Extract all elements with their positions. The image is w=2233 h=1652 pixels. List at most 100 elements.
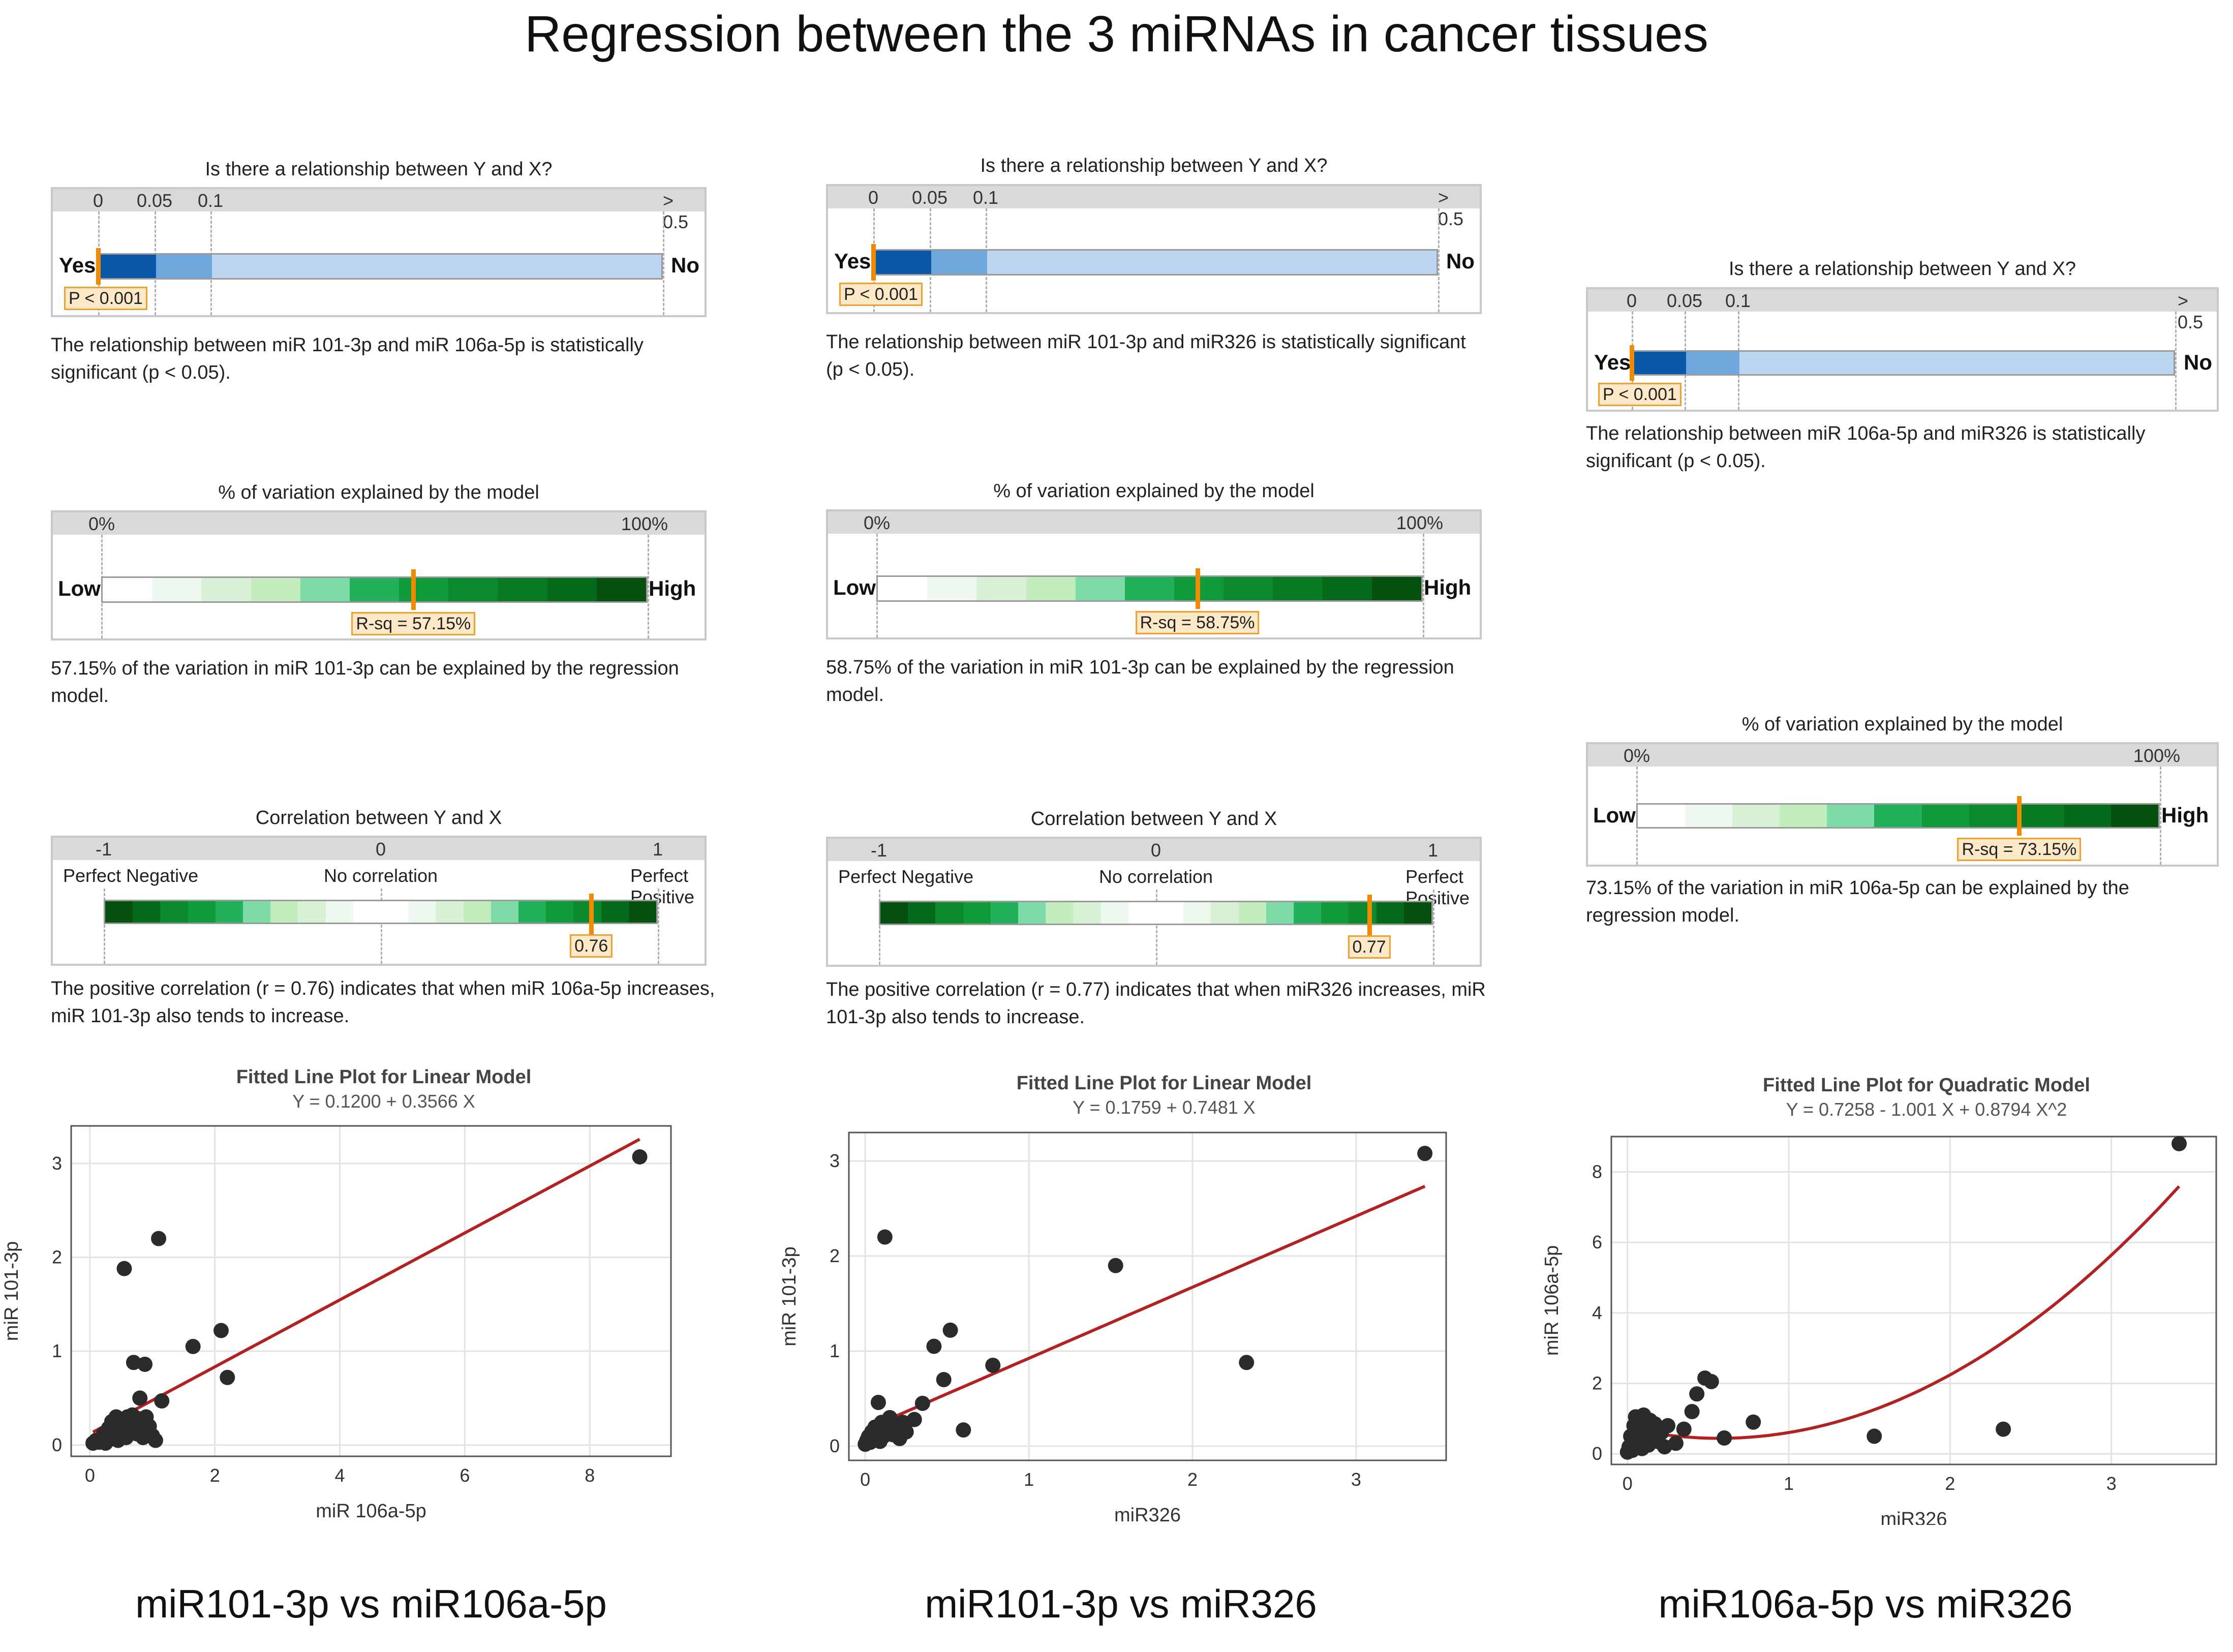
dash <box>104 889 105 964</box>
gradient-segment <box>1046 902 1075 924</box>
data-point <box>1689 1386 1705 1402</box>
no-label: No <box>671 253 699 277</box>
data-point <box>1676 1421 1692 1437</box>
corr-tag: 0.76 <box>570 934 613 958</box>
p-marker <box>1630 345 1634 381</box>
dash <box>1423 534 1424 637</box>
gradient-segment <box>963 902 992 924</box>
gradient-segment <box>1376 902 1405 924</box>
fitted-line-plot: 0 1 2 3 0 1 2 3 miR326 miR 101-3p <box>779 1131 1447 1525</box>
gradient-segment <box>448 578 499 601</box>
gradient-segment <box>601 901 630 923</box>
gradient-segment <box>546 901 575 923</box>
gradient-segment <box>325 901 354 923</box>
dash <box>1433 890 1434 965</box>
gradient-segment <box>2063 805 2112 827</box>
y-tick-label: 1 <box>52 1340 62 1361</box>
corr-marker <box>589 894 594 934</box>
main-title: Regression between the 3 miRNAs in cance… <box>525 6 1708 63</box>
y-tick-label: 2 <box>52 1247 62 1268</box>
low-label: Low <box>58 576 101 600</box>
data-point <box>877 1229 893 1245</box>
y-tick-label: 0 <box>830 1435 840 1456</box>
y-tick-label: 0 <box>1592 1443 1602 1464</box>
gradient-segment <box>1266 902 1295 924</box>
plot-title: Fitted Line Plot for Linear Model <box>1016 1073 1312 1094</box>
x-tick-label: 0 <box>1623 1473 1633 1494</box>
p-marker <box>871 244 876 281</box>
y-tick-label: 0 <box>52 1434 62 1455</box>
tick-neg1: -1 <box>870 840 888 861</box>
data-point <box>154 1393 170 1409</box>
gradient-segment <box>628 901 656 923</box>
high-label: High <box>1424 575 1472 599</box>
panel-caption: miR101-3p vs miR106a-5p <box>135 1581 607 1626</box>
data-point <box>926 1338 942 1354</box>
pvalue-scale: 0 0.05 0.1 > 0.5 <box>53 189 705 232</box>
x-axis-label: miR 106a-5p <box>316 1501 426 1522</box>
gradient-segment <box>1732 805 1781 827</box>
pvalue-title: Is there a relationship between Y and X? <box>205 159 553 180</box>
tick-0pct: 0% <box>1624 745 1650 766</box>
yes-label: Yes <box>59 253 96 277</box>
gradient-segment <box>103 578 154 601</box>
pvalue-box: 0 0.05 0.1 > 0.5 Yes No P < 0.001 <box>51 187 707 317</box>
gradient-segment <box>990 902 1020 924</box>
data-point <box>1417 1146 1433 1161</box>
gradient-segment <box>251 578 301 601</box>
seg-light <box>987 251 1436 274</box>
x-tick-label: 0 <box>85 1465 95 1486</box>
data-point <box>1867 1428 1882 1444</box>
y-tick-label: 4 <box>1592 1302 1602 1323</box>
rsq-desc: 58.75% of the variation in miR 101-3p ca… <box>826 657 1454 706</box>
perfect-negative-label: Perfect Negative <box>838 866 974 887</box>
data-point <box>1746 1414 1761 1430</box>
y-tick-label: 6 <box>1592 1232 1602 1252</box>
fitted-line <box>92 1138 640 1434</box>
gradient-segment <box>547 578 598 601</box>
gradient-segment <box>1321 902 1350 924</box>
p-tag: P < 0.001 <box>839 283 923 306</box>
rsq-scale: 0% 100% <box>828 511 1480 534</box>
y-tick-label: 3 <box>830 1150 840 1171</box>
gradient-segment <box>927 577 978 600</box>
dash <box>648 535 649 638</box>
no-correlation-label: No correlation <box>323 865 438 886</box>
rsq-scale: 0% 100% <box>53 512 705 535</box>
corr-scale: -1 0 1 <box>828 839 1480 861</box>
gradient-segment <box>243 901 272 923</box>
rsq-tag: R-sq = 58.75% <box>1135 611 1260 634</box>
gradient-segment <box>1238 902 1267 924</box>
y-axis-label: miR 101-3p <box>1 1241 22 1341</box>
rsq-bar <box>876 575 1423 602</box>
rsq-desc: 57.15% of the variation in miR 101-3p ca… <box>51 658 679 707</box>
gradient-segment <box>976 577 1027 600</box>
gradient-segment <box>596 578 646 601</box>
tick-005: 0.05 <box>911 187 948 208</box>
gradient-segment <box>2110 805 2158 827</box>
gradient-segment <box>1273 577 1324 600</box>
gradient-segment <box>349 578 401 601</box>
seg-mid <box>1686 352 1739 374</box>
data-point <box>985 1358 1001 1373</box>
gradient-segment <box>215 901 244 923</box>
rsq-box: 0% 100% Low High R-sq = 58.75% <box>826 509 1482 639</box>
y-tick-label: 1 <box>830 1340 840 1361</box>
seg-light <box>1739 352 2174 374</box>
panel-caption: miR106a-5p vs miR326 <box>1658 1581 2073 1626</box>
gradient-segment <box>201 578 252 601</box>
yes-label: Yes <box>834 249 871 273</box>
gradient-segment <box>1874 805 1923 827</box>
gradient-segment <box>518 901 547 923</box>
gradient-segment <box>491 901 520 923</box>
gradient-segment <box>105 901 134 923</box>
data-point <box>942 1322 958 1338</box>
gradient-segment <box>1403 902 1431 924</box>
tick-100pct: 100% <box>1396 512 1443 533</box>
data-point <box>151 1231 167 1246</box>
corr-marker <box>1367 895 1372 935</box>
plot-border <box>1610 1136 2217 1465</box>
data-point <box>1668 1435 1684 1451</box>
corr-desc: The positive correlation (r = 0.77) indi… <box>826 979 1486 1028</box>
panel-caption: miR101-3p vs miR326 <box>925 1581 1317 1626</box>
